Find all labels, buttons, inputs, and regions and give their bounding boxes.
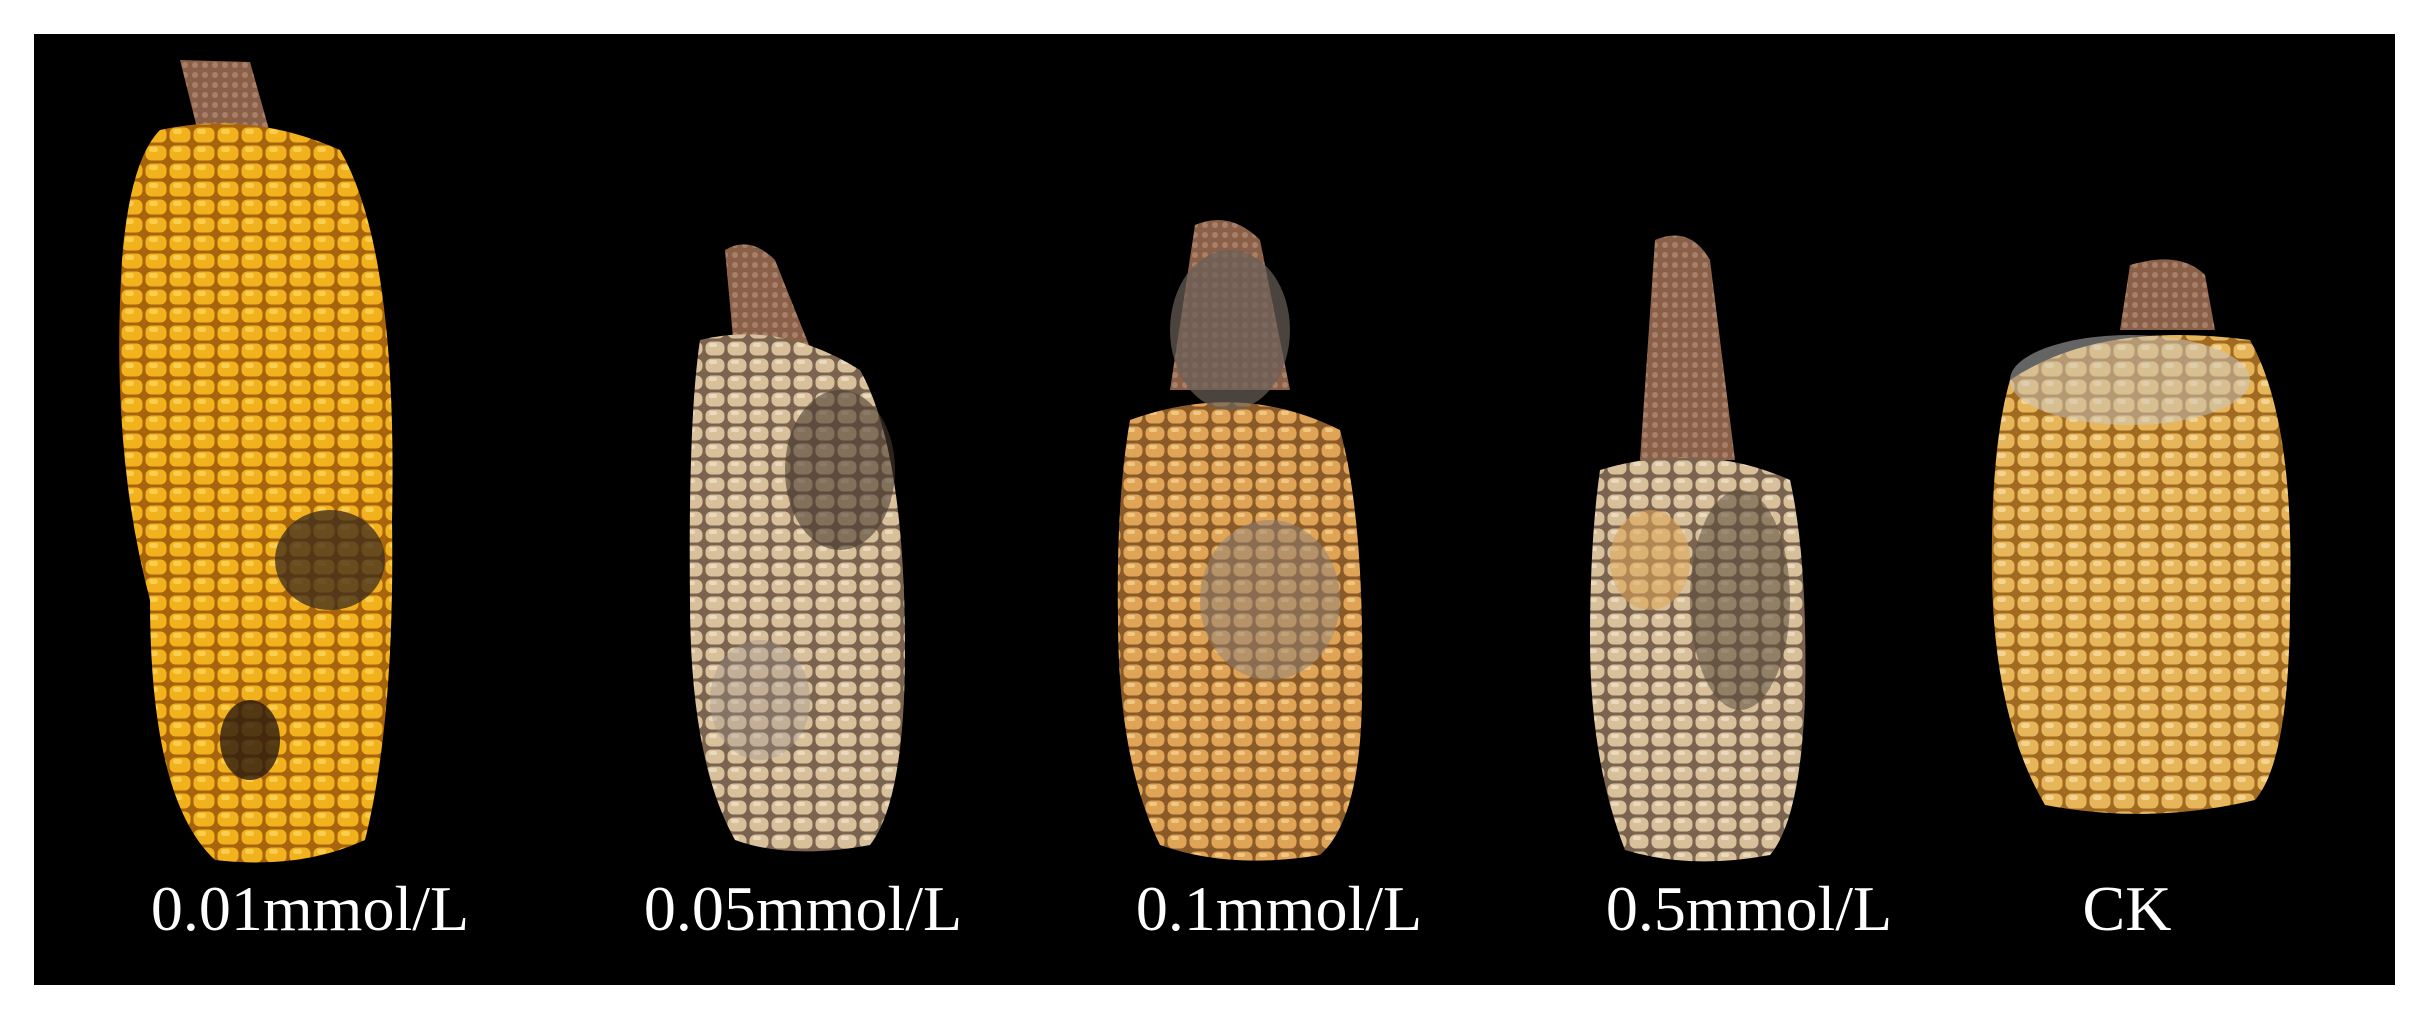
label: CK	[2083, 873, 2172, 944]
corn-ear	[1117, 220, 1363, 861]
label: 0.1mmol/L	[1136, 873, 1422, 944]
corn-ear	[1590, 235, 1806, 862]
corn-ear	[1991, 259, 2291, 814]
label: 0.05mmol/L	[644, 873, 962, 944]
label: 0.5mmol/L	[1606, 873, 1892, 944]
corn-ear	[689, 244, 905, 852]
label: 0.01mmol/L	[151, 873, 469, 944]
corn-ear	[119, 60, 393, 863]
